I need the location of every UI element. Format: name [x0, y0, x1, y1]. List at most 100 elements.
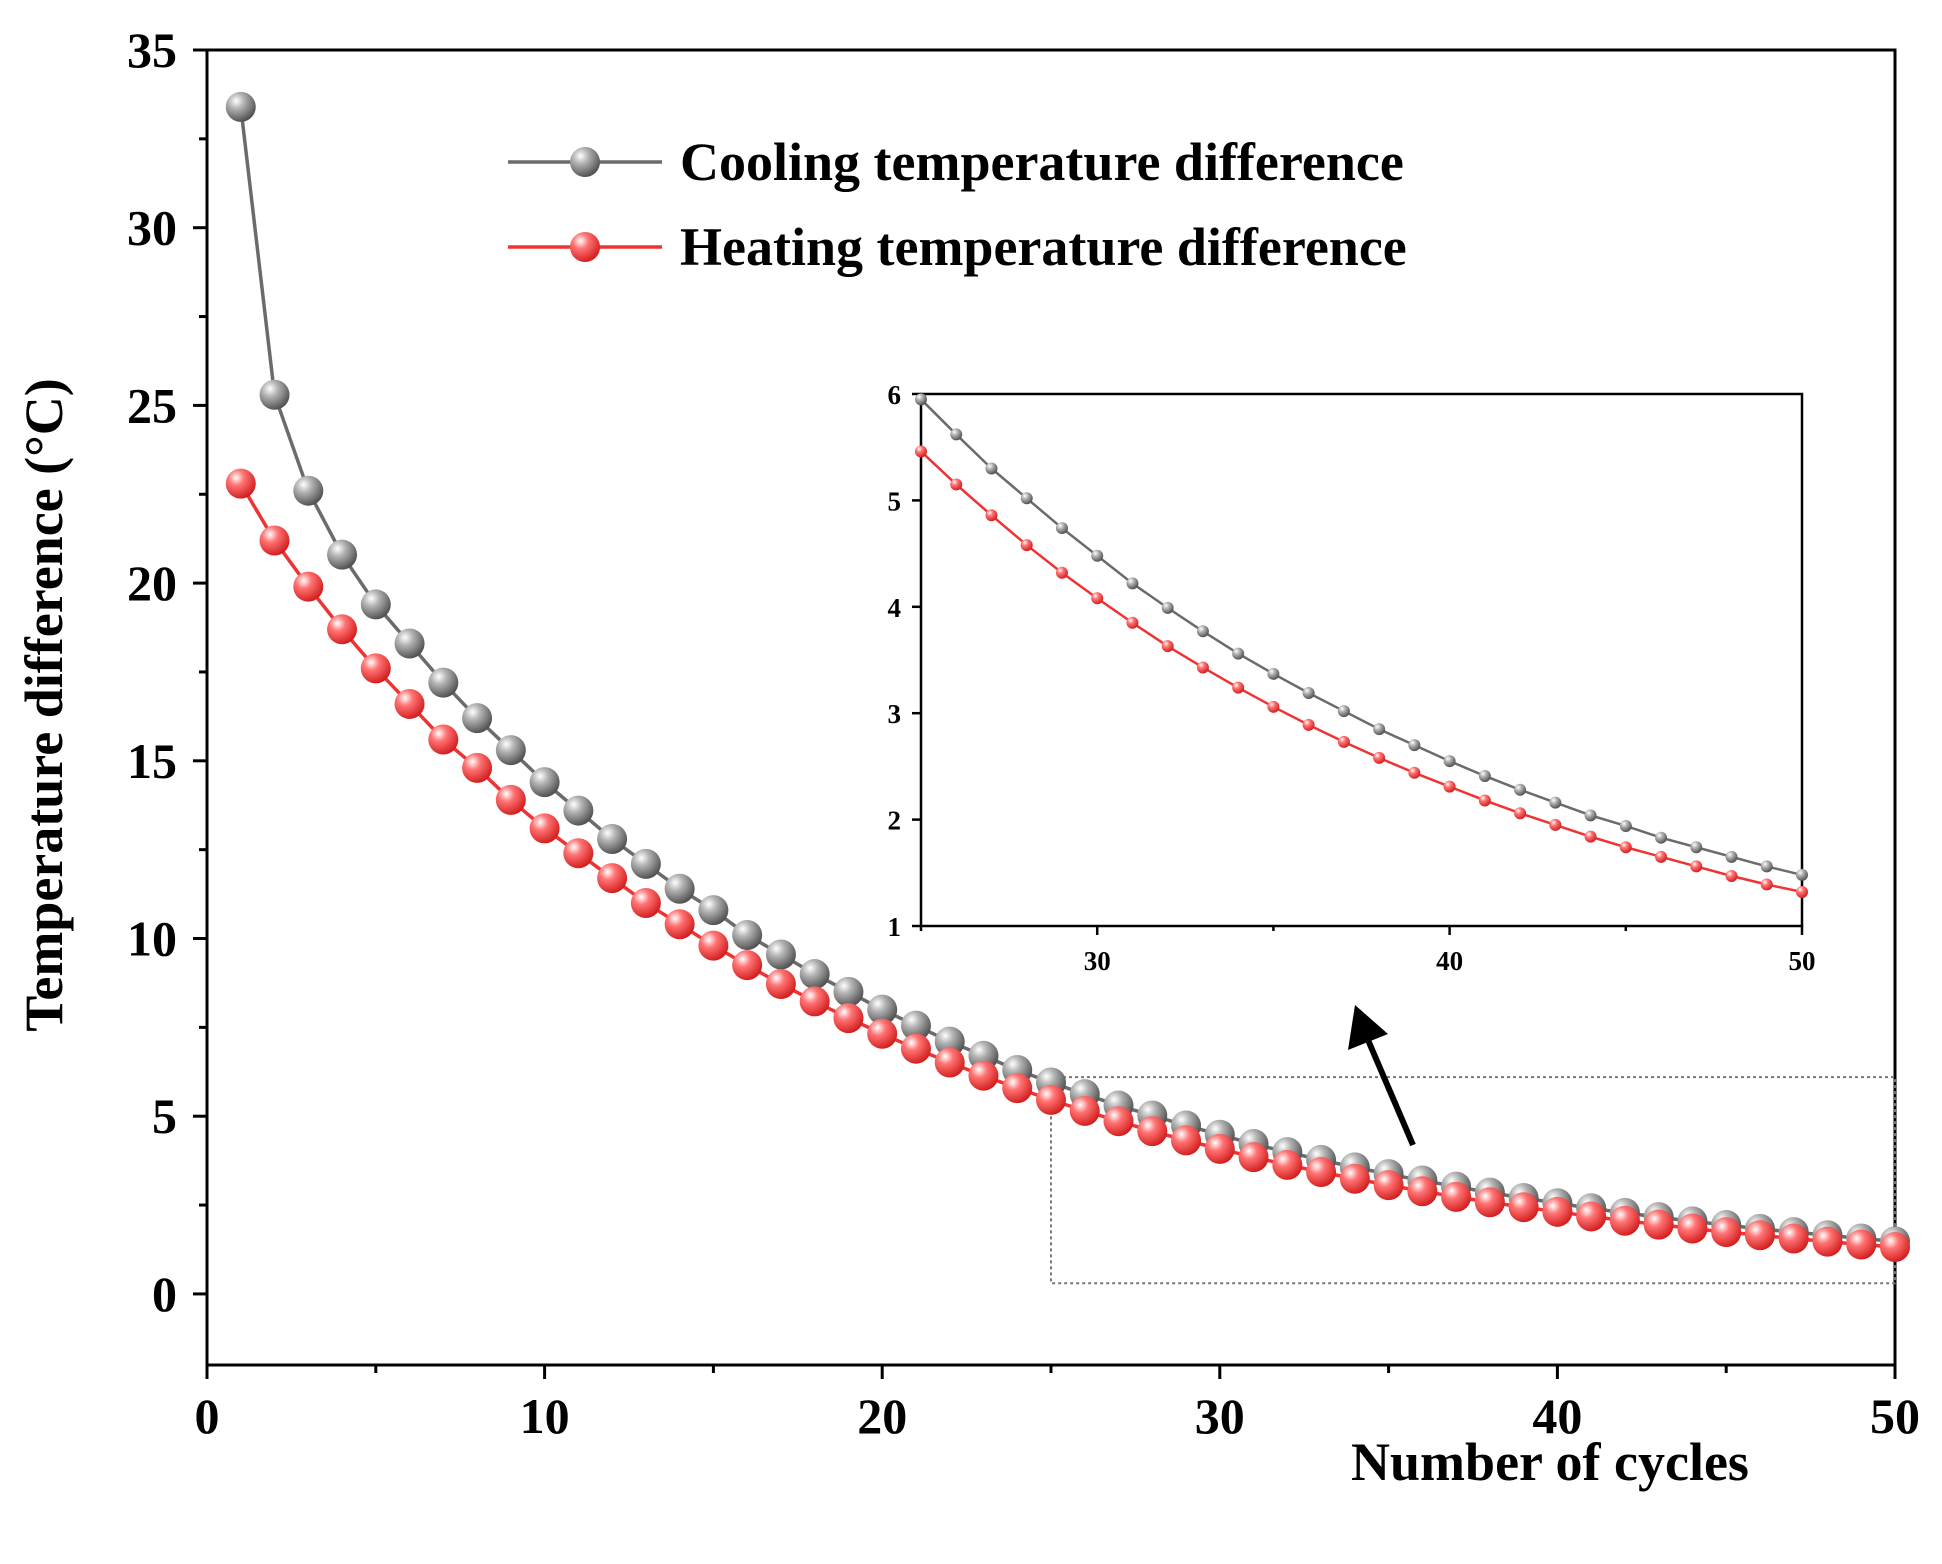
inset-data-point: [1478, 794, 1491, 807]
inset-plot: 30 40 50 1 2 3 4 5 6: [888, 380, 1832, 986]
data-point: [833, 1003, 864, 1034]
y-tick-label: 15: [127, 733, 177, 789]
inset-data-point: [915, 445, 927, 458]
inset-data-point: [1760, 860, 1773, 873]
data-point: [394, 628, 425, 659]
inset-data-point: [1584, 830, 1597, 843]
data-point: [630, 887, 661, 918]
data-point: [1441, 1181, 1472, 1212]
data-point: [630, 848, 661, 879]
inset-series-heating: [915, 445, 1808, 898]
legend-marker: [570, 147, 600, 177]
x-tick-label: 10: [520, 1388, 570, 1444]
inset-data-point: [1443, 780, 1456, 793]
data-point: [563, 838, 594, 869]
inset-y-tick-label: 6: [888, 380, 902, 410]
inset-x-tick-label: 30: [1084, 946, 1111, 976]
inset-data-point: [1126, 577, 1139, 590]
data-point: [428, 724, 459, 755]
x-axis-title: Number of cycles: [1351, 1432, 1749, 1492]
inset-x-tick-label: 50: [1789, 946, 1816, 976]
inset-data-point: [1690, 860, 1703, 873]
data-point: [664, 873, 695, 904]
inset-data-point: [985, 509, 998, 522]
inset-data-point: [1443, 755, 1456, 768]
data-point: [360, 589, 391, 620]
inset-data-point: [1549, 818, 1562, 831]
inset-data-point: [1408, 766, 1421, 779]
y-tick-label: 35: [127, 22, 177, 78]
data-point: [900, 1033, 931, 1064]
y-axis-title: Temperature difference (°C): [14, 378, 74, 1031]
inset-data-point: [1020, 492, 1033, 505]
legend-marker: [570, 232, 600, 262]
data-point: [664, 909, 695, 940]
data-point: [934, 1026, 965, 1057]
x-tick-label: 30: [1195, 1388, 1245, 1444]
data-point: [428, 667, 459, 698]
inset-data-point: [1302, 686, 1315, 699]
inset-data-point: [1549, 796, 1562, 809]
inset-data-point: [1514, 807, 1527, 820]
data-point: [765, 969, 796, 1000]
data-point: [225, 468, 256, 499]
inset-data-point: [1055, 522, 1068, 535]
legend-label: Heating temperature difference: [680, 217, 1407, 277]
data-point: [1711, 1217, 1742, 1248]
inset-data-point: [985, 462, 998, 475]
data-point: [698, 895, 729, 926]
inset-x-tick-label: 40: [1436, 946, 1463, 976]
data-point: [597, 824, 628, 854]
inset-data-point: [1161, 640, 1174, 653]
inset-data-point: [1655, 850, 1668, 863]
data-point: [394, 688, 425, 719]
data-point: [1306, 1157, 1337, 1188]
y-tick-label: 0: [152, 1266, 177, 1322]
data-point: [732, 950, 763, 981]
data-point: [799, 986, 830, 1017]
inset-data-point: [1619, 841, 1632, 854]
inset-frame: [919, 392, 1804, 928]
zoom-region-box: [1050, 1076, 1896, 1285]
legend-item-heating: Heating temperature difference: [508, 217, 1407, 277]
data-point: [1846, 1229, 1877, 1260]
data-point: [1474, 1187, 1505, 1218]
data-point: [867, 1018, 898, 1049]
data-point: [1508, 1192, 1539, 1223]
inset-data-point: [1267, 667, 1280, 680]
data-point: [1069, 1095, 1100, 1126]
inset-data-point: [950, 428, 963, 441]
inset-data-point: [1690, 841, 1703, 854]
y-tick-label: 5: [152, 1088, 177, 1144]
inset-data-point: [1373, 723, 1386, 736]
inset-data-point: [1091, 592, 1104, 605]
data-point: [360, 653, 391, 684]
arrow-head: [1348, 1005, 1388, 1050]
inset-data-point: [1796, 885, 1808, 898]
x-tick-label: 20: [857, 1388, 907, 1444]
data-point: [867, 994, 898, 1025]
data-point: [1171, 1125, 1202, 1156]
data-point: [327, 614, 358, 645]
inset-data-point: [1796, 868, 1808, 881]
data-point: [1272, 1149, 1303, 1180]
inset-data-point: [1760, 878, 1773, 891]
data-point: [698, 930, 729, 961]
legend-item-cooling: Cooling temperature difference: [508, 132, 1404, 192]
data-point: [900, 1010, 931, 1041]
data-point: [563, 795, 594, 826]
data-point: [495, 735, 526, 766]
data-point: [1036, 1084, 1066, 1115]
data-point: [529, 767, 560, 798]
data-point: [1880, 1232, 1910, 1263]
data-point: [293, 475, 324, 506]
inset-data-point: [1020, 539, 1033, 552]
arrow-shaft: [1365, 1038, 1416, 1147]
inset-y-tick-label: 5: [888, 486, 902, 516]
data-point: [1002, 1073, 1033, 1104]
data-point: [327, 539, 358, 570]
data-point: [225, 91, 256, 122]
y-tick-label: 10: [127, 911, 177, 967]
data-point: [1238, 1142, 1269, 1173]
